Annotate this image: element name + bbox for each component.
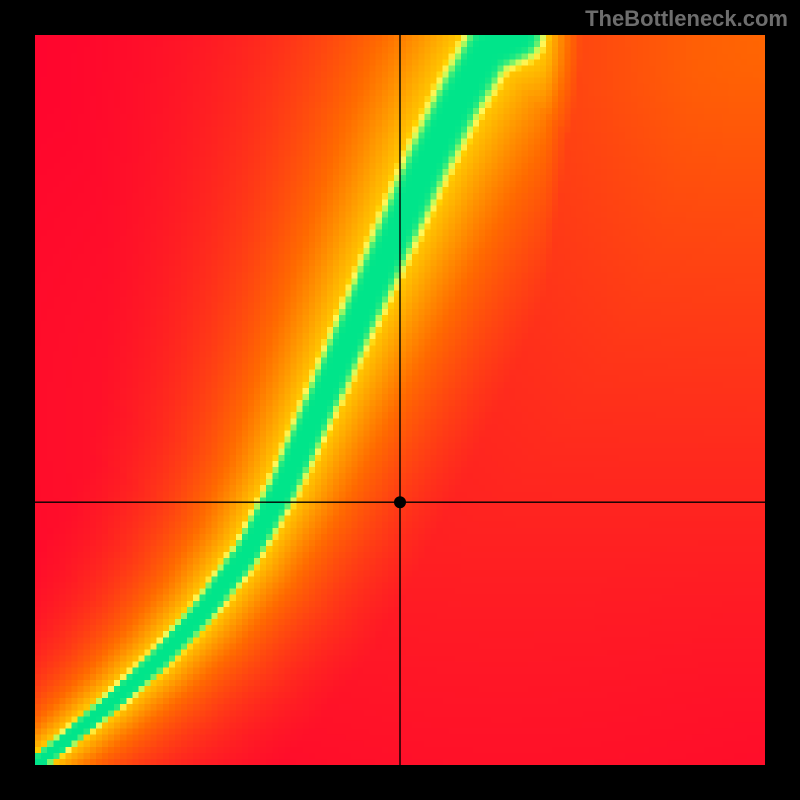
- chart-container: TheBottleneck.com: [0, 0, 800, 800]
- bottleneck-heatmap: [35, 35, 765, 765]
- source-watermark: TheBottleneck.com: [585, 6, 788, 32]
